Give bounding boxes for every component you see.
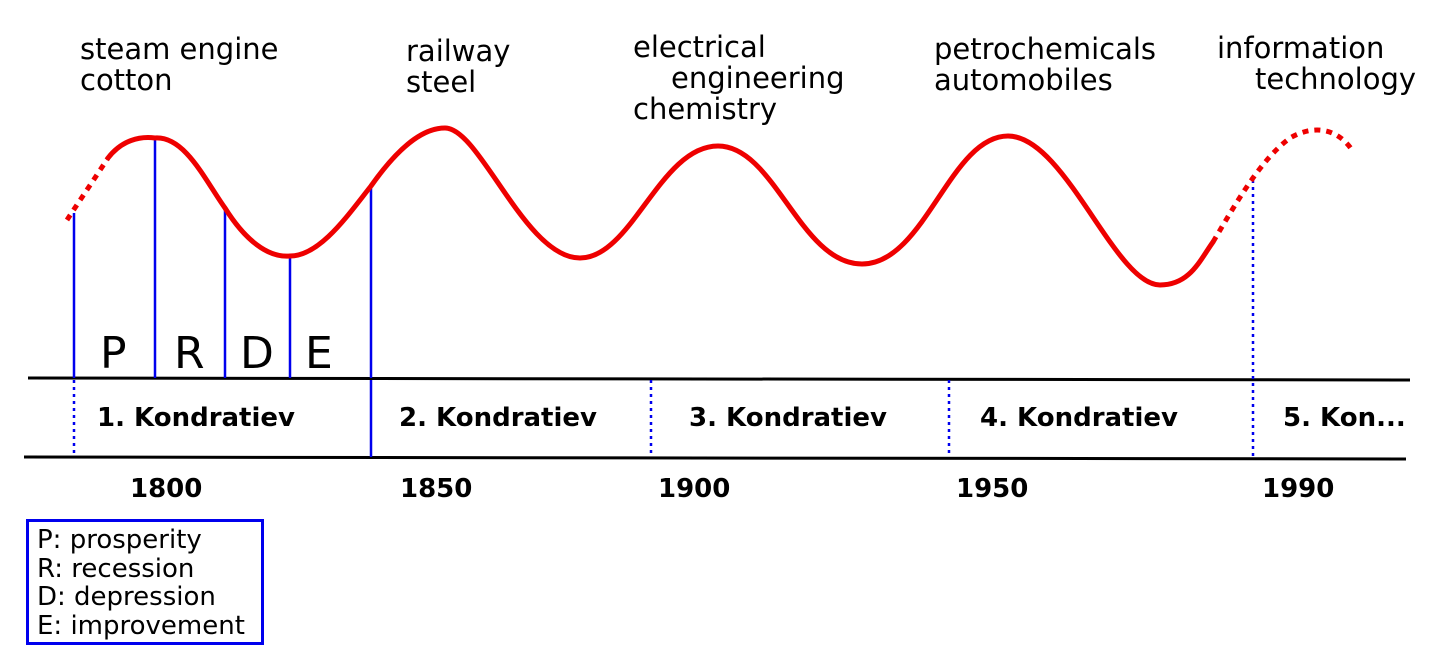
legend-box: P: prosperity R: recession D: depression… [26,519,264,645]
wave-boundaries [72,180,1255,457]
innovation-line: electrical [633,30,766,64]
wave-curve [105,125,1216,288]
innovation-line: cotton [80,63,173,97]
wave-curve-dotted-start [64,156,111,222]
year-label: 1900 [658,474,731,504]
year-label: 1990 [1262,474,1335,504]
legend-item: E: improvement [37,610,245,641]
innovation-line: steel [406,65,477,99]
phase-letter-r: R [174,328,205,379]
innovation-line: automobiles [934,63,1113,97]
year-label: 1800 [130,474,203,504]
year-label: 1950 [956,474,1029,504]
innovation-label-2: railway steel [406,36,510,98]
wave-label-1: 1. Kondratiev [97,403,295,433]
wave-label-5: 5. Kon... [1283,403,1406,433]
legend-item: D: depression [37,582,216,612]
innovation-label-3: electrical engineering chemistry [633,32,845,125]
year-label: 1850 [400,474,473,504]
phase-letter-p: P [100,328,127,379]
innovation-line: technology [1255,62,1417,96]
innovation-label-4: petrochemicals automobiles [934,34,1156,96]
legend-item: R: recession [37,553,195,584]
wave-label-3: 3. Kondratiev [689,403,887,433]
timeline-top-line [27,376,1411,382]
innovation-label-5: information technology [1217,33,1416,95]
phase-markers [72,138,373,457]
legend-item: P: prosperity [37,525,202,555]
innovation-line: engineering [671,61,845,95]
innovation-line: petrochemicals [934,32,1157,66]
innovation-line: railway [406,34,511,68]
innovation-line: information [1217,31,1385,65]
phase-letter-e: E [305,328,333,379]
phase-letter-d: D [240,328,274,379]
wave-curve-dotted-end [1210,127,1355,244]
timeline-bottom-line [23,455,1407,461]
innovation-line: steam engine [80,32,279,66]
wave-label-4: 4. Kondratiev [980,403,1178,433]
innovation-label-1: steam engine cotton [80,34,278,96]
wave-label-2: 2. Kondratiev [399,403,597,433]
innovation-line: chemistry [633,92,778,126]
